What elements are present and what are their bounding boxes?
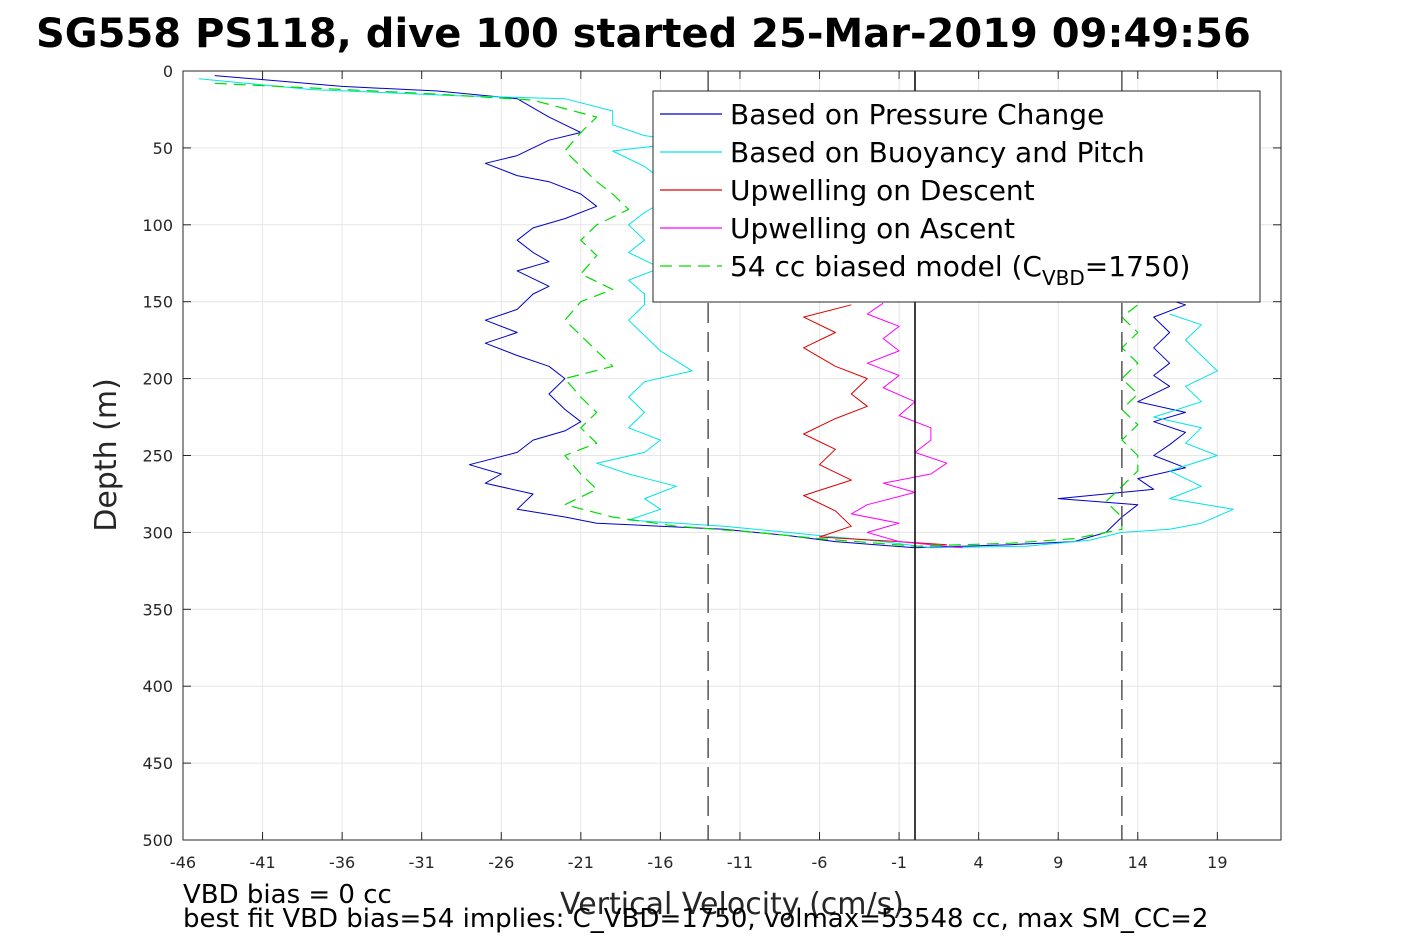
legend-label: Based on Buoyancy and Pitch — [730, 136, 1145, 169]
y-tick-label: 350 — [142, 600, 173, 619]
x-tick-label: 4 — [974, 853, 984, 872]
series-line-0 — [214, 75, 1186, 549]
x-tick-label: -36 — [329, 853, 355, 872]
x-tick-label: 19 — [1207, 853, 1227, 872]
y-tick-label: 500 — [142, 831, 173, 850]
legend-label-text: Upwelling on Ascent — [730, 212, 1015, 245]
y-tick-label: 450 — [142, 754, 173, 773]
series-line-3 — [850, 302, 963, 549]
legend-label: Based on Pressure Change — [730, 98, 1104, 131]
x-tick-label: -11 — [727, 853, 753, 872]
x-tick-label: -41 — [249, 853, 275, 872]
legend-label: Upwelling on Descent — [730, 174, 1035, 207]
best-fit-note: best fit VBD bias=54 implies: C_VBD=1750… — [183, 904, 1208, 934]
x-tick-label: 14 — [1128, 853, 1148, 872]
y-axis-ticks: 0 50 100 150 200 250 300 350 400 450 500 — [142, 62, 1281, 850]
y-tick-label: 250 — [142, 447, 173, 466]
vbd-bias-note: VBD bias = 0 cc — [183, 880, 392, 910]
legend-box — [652, 90, 1261, 303]
y-tick-label: 150 — [142, 293, 173, 312]
x-tick-label: -31 — [409, 853, 435, 872]
legend-label: Upwelling on Ascent — [730, 212, 1015, 245]
series-line-2 — [803, 304, 947, 546]
legend-label: 54 cc biased model (CVBD=1750) — [730, 250, 1190, 290]
y-tick-label: 0 — [163, 62, 173, 81]
legend: Based on Pressure Change Based on Buoyanc… — [652, 90, 1261, 303]
x-tick-label: -46 — [170, 853, 196, 872]
x-tick-label: 9 — [1053, 853, 1063, 872]
y-tick-label: 200 — [142, 370, 173, 389]
x-tick-label: -26 — [488, 853, 514, 872]
y-tick-label: 100 — [142, 216, 173, 235]
legend-label-text: Based on Buoyancy and Pitch — [730, 136, 1145, 169]
x-tick-label: -21 — [568, 853, 594, 872]
chart-title: SG558 PS118, dive 100 started 25-Mar-201… — [36, 11, 1251, 57]
legend-label-text: Upwelling on Descent — [730, 174, 1035, 207]
x-axis-label: Vertical Velocity (cm/s) — [560, 887, 904, 922]
legend-label-text: Based on Pressure Change — [730, 98, 1104, 131]
legend-label-tail: =1750) — [1085, 250, 1191, 283]
x-tick-label: -1 — [891, 853, 907, 872]
y-axis-label: Depth (m) — [89, 378, 124, 532]
legend-label-subscript: VBD — [1042, 266, 1085, 290]
y-tick-label: 400 — [142, 677, 173, 696]
y-tick-label: 50 — [153, 139, 173, 158]
legend-label-text: 54 cc biased model (C — [730, 250, 1042, 283]
x-tick-label: -16 — [647, 853, 673, 872]
x-axis-ticks: -46 -41 -36 -31 -26 -21 -16 -11 -6 -1 4 9 14 19 — [170, 71, 1228, 872]
y-tick-label: 300 — [142, 523, 173, 542]
x-tick-label: -6 — [812, 853, 828, 872]
